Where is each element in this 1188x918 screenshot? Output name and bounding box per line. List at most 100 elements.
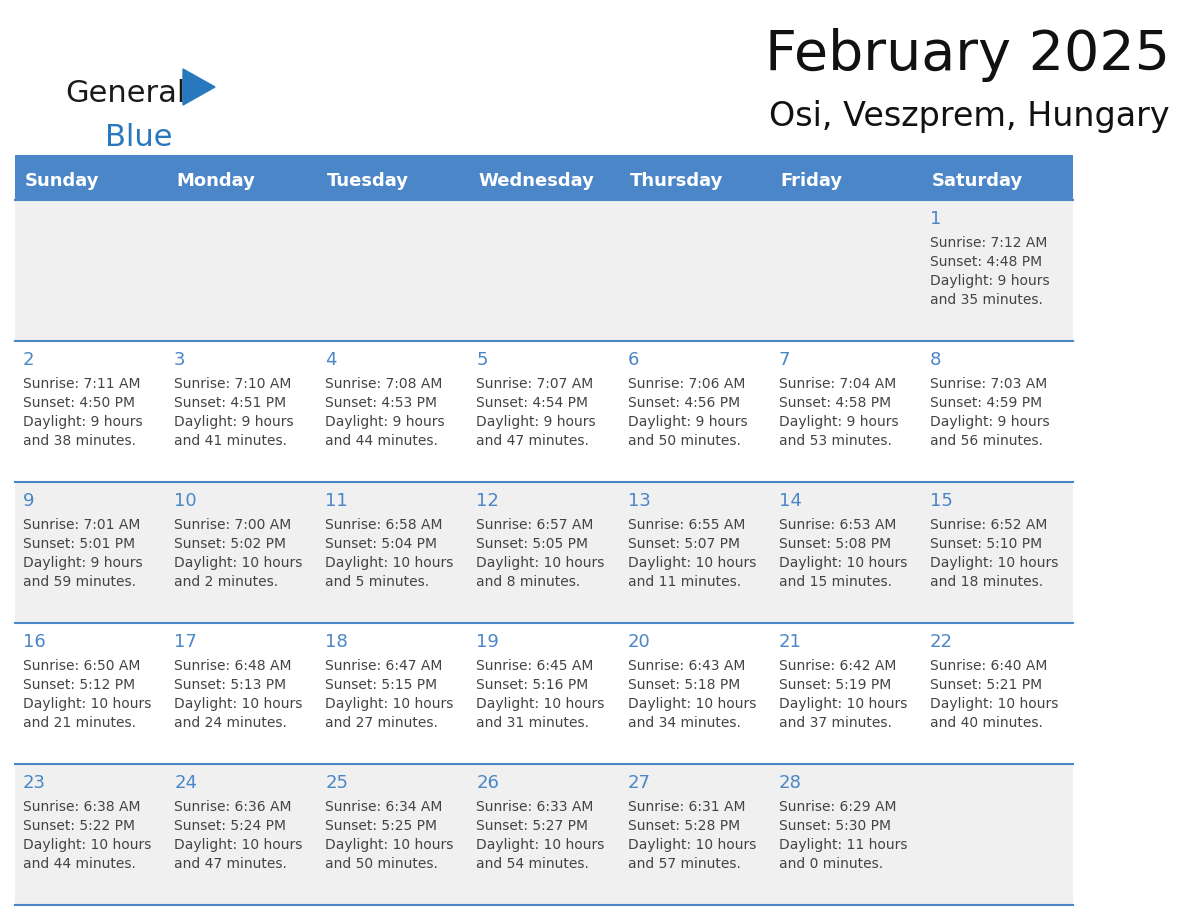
Text: Daylight: 11 hours: Daylight: 11 hours: [778, 838, 908, 852]
Text: 26: 26: [476, 774, 499, 792]
Bar: [771, 482, 922, 623]
Text: 18: 18: [326, 633, 348, 651]
Text: Sunrise: 7:11 AM: Sunrise: 7:11 AM: [23, 377, 140, 391]
Text: Sunset: 5:18 PM: Sunset: 5:18 PM: [627, 678, 740, 692]
Text: 9: 9: [23, 492, 34, 510]
Text: and 54 minutes.: and 54 minutes.: [476, 857, 589, 871]
Text: Sunrise: 6:53 AM: Sunrise: 6:53 AM: [778, 518, 896, 532]
Text: Daylight: 10 hours: Daylight: 10 hours: [175, 556, 303, 570]
Text: Daylight: 10 hours: Daylight: 10 hours: [476, 838, 605, 852]
Text: 13: 13: [627, 492, 651, 510]
Text: Sunset: 4:50 PM: Sunset: 4:50 PM: [23, 396, 135, 410]
Text: Blue: Blue: [105, 122, 172, 151]
Text: Sunset: 5:30 PM: Sunset: 5:30 PM: [778, 819, 891, 833]
Bar: [317, 200, 468, 341]
Polygon shape: [183, 69, 215, 105]
Text: and 34 minutes.: and 34 minutes.: [627, 716, 740, 730]
Text: Sunrise: 6:33 AM: Sunrise: 6:33 AM: [476, 800, 594, 814]
Text: Daylight: 9 hours: Daylight: 9 hours: [476, 415, 596, 429]
Bar: [15, 623, 166, 764]
Text: Daylight: 10 hours: Daylight: 10 hours: [930, 697, 1059, 711]
Text: 1: 1: [930, 210, 941, 228]
Text: and 5 minutes.: and 5 minutes.: [326, 575, 429, 589]
Bar: [922, 482, 1073, 623]
Text: Daylight: 10 hours: Daylight: 10 hours: [778, 556, 908, 570]
Text: and 2 minutes.: and 2 minutes.: [175, 575, 278, 589]
Bar: [15, 341, 166, 482]
Text: Sunset: 5:07 PM: Sunset: 5:07 PM: [627, 537, 740, 551]
Text: Sunrise: 6:34 AM: Sunrise: 6:34 AM: [326, 800, 443, 814]
Text: 15: 15: [930, 492, 953, 510]
Text: 2: 2: [23, 351, 34, 369]
Bar: [166, 623, 317, 764]
Bar: [317, 482, 468, 623]
Bar: [166, 200, 317, 341]
Text: and 11 minutes.: and 11 minutes.: [627, 575, 740, 589]
Text: 7: 7: [778, 351, 790, 369]
Bar: [620, 482, 771, 623]
Text: Osi, Veszprem, Hungary: Osi, Veszprem, Hungary: [770, 100, 1170, 133]
Bar: [468, 200, 620, 341]
Text: and 21 minutes.: and 21 minutes.: [23, 716, 135, 730]
Text: Daylight: 9 hours: Daylight: 9 hours: [175, 415, 293, 429]
Text: Sunday: Sunday: [25, 172, 100, 189]
Text: Daylight: 10 hours: Daylight: 10 hours: [326, 838, 454, 852]
Text: and 41 minutes.: and 41 minutes.: [175, 434, 287, 448]
Text: 24: 24: [175, 774, 197, 792]
Text: Sunrise: 7:10 AM: Sunrise: 7:10 AM: [175, 377, 291, 391]
Text: Sunrise: 7:08 AM: Sunrise: 7:08 AM: [326, 377, 443, 391]
Text: Sunrise: 7:04 AM: Sunrise: 7:04 AM: [778, 377, 896, 391]
Text: Daylight: 10 hours: Daylight: 10 hours: [326, 697, 454, 711]
Text: and 0 minutes.: and 0 minutes.: [778, 857, 883, 871]
Bar: [317, 341, 468, 482]
Text: Sunset: 4:56 PM: Sunset: 4:56 PM: [627, 396, 740, 410]
Bar: [922, 341, 1073, 482]
Bar: [15, 155, 1073, 161]
Bar: [15, 482, 166, 623]
Text: Wednesday: Wednesday: [479, 172, 594, 189]
Text: Sunrise: 6:57 AM: Sunrise: 6:57 AM: [476, 518, 594, 532]
Text: Sunrise: 7:06 AM: Sunrise: 7:06 AM: [627, 377, 745, 391]
Text: 20: 20: [627, 633, 650, 651]
Text: 16: 16: [23, 633, 46, 651]
Text: Sunset: 4:51 PM: Sunset: 4:51 PM: [175, 396, 286, 410]
Text: Sunrise: 6:45 AM: Sunrise: 6:45 AM: [476, 659, 594, 673]
Text: Daylight: 10 hours: Daylight: 10 hours: [476, 697, 605, 711]
Text: 14: 14: [778, 492, 802, 510]
Text: Friday: Friday: [781, 172, 842, 189]
Text: and 27 minutes.: and 27 minutes.: [326, 716, 438, 730]
Text: Sunrise: 6:55 AM: Sunrise: 6:55 AM: [627, 518, 745, 532]
Bar: [620, 764, 771, 905]
Text: Daylight: 10 hours: Daylight: 10 hours: [326, 556, 454, 570]
Bar: [771, 200, 922, 341]
Text: Sunrise: 6:40 AM: Sunrise: 6:40 AM: [930, 659, 1048, 673]
Bar: [922, 623, 1073, 764]
Text: Thursday: Thursday: [630, 172, 723, 189]
Text: Daylight: 10 hours: Daylight: 10 hours: [175, 697, 303, 711]
Text: Sunrise: 6:42 AM: Sunrise: 6:42 AM: [778, 659, 896, 673]
Text: Sunset: 5:27 PM: Sunset: 5:27 PM: [476, 819, 588, 833]
Text: Daylight: 10 hours: Daylight: 10 hours: [627, 838, 756, 852]
Text: and 53 minutes.: and 53 minutes.: [778, 434, 891, 448]
Bar: [15, 161, 1073, 200]
Text: Daylight: 10 hours: Daylight: 10 hours: [627, 697, 756, 711]
Text: Daylight: 9 hours: Daylight: 9 hours: [930, 274, 1049, 288]
Text: and 56 minutes.: and 56 minutes.: [930, 434, 1043, 448]
Text: February 2025: February 2025: [765, 28, 1170, 82]
Text: and 47 minutes.: and 47 minutes.: [175, 857, 287, 871]
Text: Daylight: 9 hours: Daylight: 9 hours: [627, 415, 747, 429]
Text: Saturday: Saturday: [931, 172, 1023, 189]
Text: 11: 11: [326, 492, 348, 510]
Bar: [468, 482, 620, 623]
Bar: [317, 764, 468, 905]
Text: Monday: Monday: [176, 172, 255, 189]
Text: Sunrise: 6:48 AM: Sunrise: 6:48 AM: [175, 659, 291, 673]
Text: Daylight: 9 hours: Daylight: 9 hours: [930, 415, 1049, 429]
Text: and 44 minutes.: and 44 minutes.: [23, 857, 135, 871]
Text: Sunset: 5:25 PM: Sunset: 5:25 PM: [326, 819, 437, 833]
Text: and 44 minutes.: and 44 minutes.: [326, 434, 438, 448]
Text: and 8 minutes.: and 8 minutes.: [476, 575, 581, 589]
Text: Sunrise: 7:12 AM: Sunrise: 7:12 AM: [930, 236, 1048, 250]
Bar: [922, 764, 1073, 905]
Text: Daylight: 10 hours: Daylight: 10 hours: [23, 838, 151, 852]
